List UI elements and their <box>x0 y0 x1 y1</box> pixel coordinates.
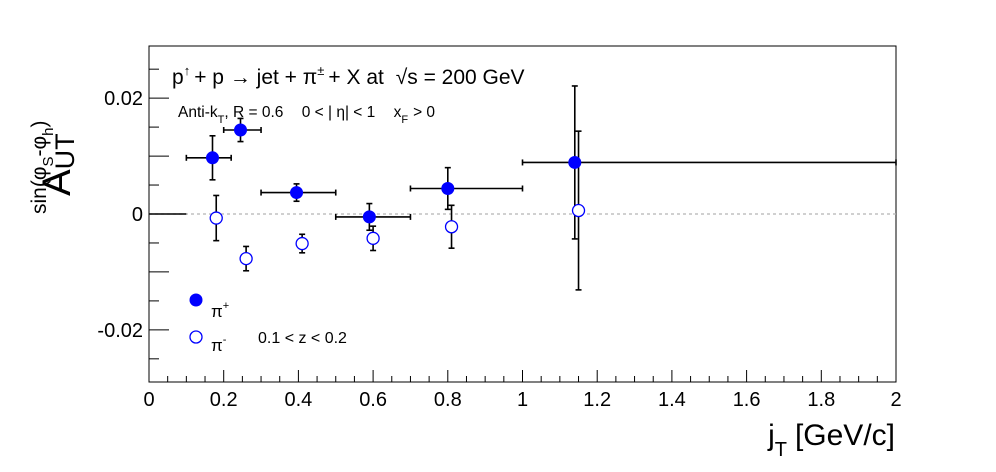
svg-text:sin(φS-φh): sin(φS-φh) <box>28 121 57 214</box>
legend-marker-pi-plus <box>189 293 203 307</box>
y-axis-label: AUT sin(φS-φh) <box>28 121 80 214</box>
tick-labels: 0 0.2 0.4 0.6 0.8 1 1.2 1.4 1.6 1.8 2 -0.02 0 0.02 <box>97 88 901 411</box>
pi-plus-point <box>234 123 248 137</box>
x-tick-label: 1.4 <box>658 389 686 411</box>
axis-ticks <box>148 68 897 382</box>
svg-text:AUT: AUT <box>35 133 80 196</box>
x-tick-label: 1 <box>517 389 528 411</box>
pi-plus-point <box>205 151 219 165</box>
chart-subtitle: Anti-kT, R = 0.6 0 < | η| < 1 xF > 0 <box>178 104 435 126</box>
x-tick-label: 0.4 <box>284 389 312 411</box>
x-tick-label: 0.8 <box>434 389 462 411</box>
data-markers <box>205 123 586 266</box>
pi-plus-point <box>568 155 582 169</box>
legend: π+ π- 0.1 < z < 0.2 <box>189 293 347 355</box>
pi-minus-point <box>444 220 459 234</box>
x-tick-label: 0.6 <box>359 389 387 411</box>
pi-plus-point <box>290 186 304 200</box>
legend-label-pi-plus: π+ <box>211 300 229 321</box>
chart-title: p↑ + p → jet + π± + X at √s = 200 GeV <box>172 63 525 89</box>
x-axis-label: jT [GeV/c] <box>767 419 895 461</box>
x-tick-label: 2 <box>890 389 901 411</box>
x-tick-label: 1.2 <box>583 389 611 411</box>
pi-minus-point <box>239 251 253 266</box>
pi-minus-point <box>295 236 309 251</box>
pi-minus-point <box>209 211 223 225</box>
y-tick-label: 0 <box>132 204 143 226</box>
pi-minus-point <box>366 231 380 245</box>
legend-z-range: 0.1 < z < 0.2 <box>258 330 347 347</box>
legend-marker-pi-minus <box>189 330 203 344</box>
legend-label-pi-minus: π- <box>211 334 227 355</box>
x-tick-label: 0 <box>143 389 154 411</box>
y-tick-label: 0.02 <box>104 88 143 110</box>
x-tick-label: 1.6 <box>733 389 761 411</box>
pi-minus-point <box>571 203 586 218</box>
x-tick-label: 0.2 <box>210 389 238 411</box>
x-tick-label: 1.8 <box>807 389 835 411</box>
pi-plus-point <box>362 210 376 224</box>
pi-plus-point <box>441 182 455 196</box>
y-tick-label: -0.02 <box>97 320 143 342</box>
